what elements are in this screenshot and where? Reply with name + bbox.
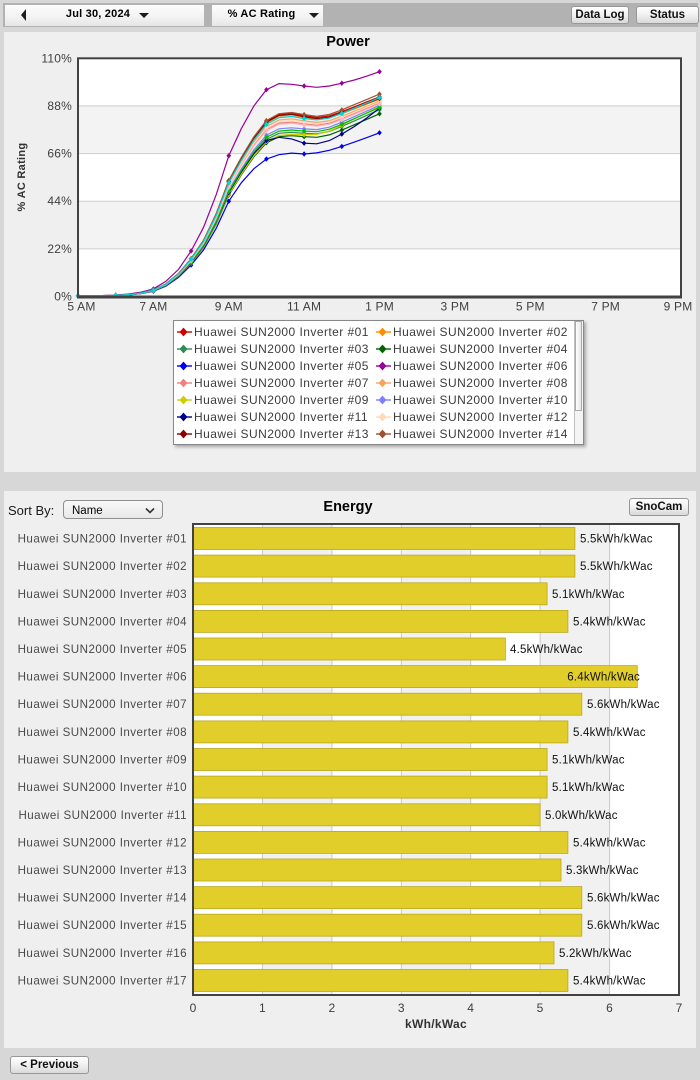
svg-text:4: 4 <box>467 1001 474 1015</box>
svg-text:5.1kWh/kWac: 5.1kWh/kWac <box>552 782 625 794</box>
svg-text:6: 6 <box>606 1001 613 1015</box>
svg-text:9 PM: 9 PM <box>664 300 693 314</box>
svg-text:5.6kWh/kWac: 5.6kWh/kWac <box>587 920 660 932</box>
svg-text:2: 2 <box>328 1001 335 1015</box>
svg-text:11 AM: 11 AM <box>287 300 321 314</box>
svg-text:Huawei SUN2000 Inverter #16: Huawei SUN2000 Inverter #16 <box>18 947 187 960</box>
svg-text:Huawei SUN2000 Inverter #08: Huawei SUN2000 Inverter #08 <box>18 726 187 739</box>
svg-text:Huawei SUN2000 Inverter #06: Huawei SUN2000 Inverter #06 <box>18 671 187 684</box>
svg-text:5.4kWh/kWac: 5.4kWh/kWac <box>573 976 646 988</box>
svg-text:5.4kWh/kWac: 5.4kWh/kWac <box>573 837 646 849</box>
svg-text:7: 7 <box>676 1001 683 1015</box>
svg-text:Huawei SUN2000 Inverter #13: Huawei SUN2000 Inverter #13 <box>18 864 187 877</box>
svg-text:0: 0 <box>190 1001 197 1015</box>
svg-text:3: 3 <box>398 1001 405 1015</box>
svg-text:Huawei SUN2000 Inverter #04: Huawei SUN2000 Inverter #04 <box>18 615 187 628</box>
svg-text:5.1kWh/kWac: 5.1kWh/kWac <box>552 755 625 767</box>
svg-text:5.2kWh/kWac: 5.2kWh/kWac <box>559 948 632 960</box>
svg-text:66%: 66% <box>47 147 72 161</box>
svg-text:6.4kWh/kWac: 6.4kWh/kWac <box>567 672 640 684</box>
svg-text:Huawei SUN2000 Inverter #02: Huawei SUN2000 Inverter #02 <box>18 560 187 573</box>
svg-text:Huawei SUN2000 Inverter #11: Huawei SUN2000 Inverter #11 <box>18 809 187 822</box>
svg-text:5.5kWh/kWac: 5.5kWh/kWac <box>580 534 653 546</box>
svg-text:Huawei SUN2000 Inverter #09: Huawei SUN2000 Inverter #09 <box>18 754 187 767</box>
svg-text:Huawei SUN2000 Inverter #03: Huawei SUN2000 Inverter #03 <box>18 588 187 601</box>
svg-text:5 AM: 5 AM <box>67 300 95 314</box>
svg-text:5: 5 <box>537 1001 544 1015</box>
svg-text:1: 1 <box>259 1001 266 1015</box>
svg-text:22%: 22% <box>47 242 72 256</box>
svg-text:Huawei SUN2000 Inverter #14: Huawei SUN2000 Inverter #14 <box>18 892 187 905</box>
svg-text:Huawei SUN2000 Inverter #12: Huawei SUN2000 Inverter #12 <box>18 836 187 849</box>
svg-text:5 PM: 5 PM <box>516 300 545 314</box>
svg-text:5.4kWh/kWac: 5.4kWh/kWac <box>573 616 646 628</box>
svg-text:5.6kWh/kWac: 5.6kWh/kWac <box>587 893 660 905</box>
svg-text:% AC Rating: % AC Rating <box>16 143 28 212</box>
svg-text:4.5kWh/kWac: 4.5kWh/kWac <box>510 644 583 656</box>
svg-text:44%: 44% <box>47 194 72 208</box>
svg-text:1 PM: 1 PM <box>365 300 394 314</box>
svg-text:5.0kWh/kWac: 5.0kWh/kWac <box>545 810 618 822</box>
svg-text:5.1kWh/kWac: 5.1kWh/kWac <box>552 589 625 601</box>
svg-text:5.3kWh/kWac: 5.3kWh/kWac <box>566 865 639 877</box>
svg-text:0%: 0% <box>54 290 72 304</box>
svg-text:Huawei SUN2000 Inverter #07: Huawei SUN2000 Inverter #07 <box>18 698 187 711</box>
svg-text:7 AM: 7 AM <box>139 300 167 314</box>
svg-text:Huawei SUN2000 Inverter #05: Huawei SUN2000 Inverter #05 <box>18 643 187 656</box>
svg-text:Huawei SUN2000 Inverter #17: Huawei SUN2000 Inverter #17 <box>18 975 187 988</box>
svg-text:5.5kWh/kWac: 5.5kWh/kWac <box>580 561 653 573</box>
svg-text:kWh/kWac: kWh/kWac <box>405 1017 467 1031</box>
svg-text:88%: 88% <box>47 99 72 113</box>
svg-text:110%: 110% <box>41 51 72 65</box>
svg-text:5.4kWh/kWac: 5.4kWh/kWac <box>573 727 646 739</box>
svg-text:Huawei SUN2000 Inverter #15: Huawei SUN2000 Inverter #15 <box>18 919 187 932</box>
svg-text:5.6kWh/kWac: 5.6kWh/kWac <box>587 699 660 711</box>
svg-text:9 AM: 9 AM <box>215 300 243 314</box>
svg-text:7 PM: 7 PM <box>591 300 620 314</box>
svg-text:Huawei SUN2000 Inverter #10: Huawei SUN2000 Inverter #10 <box>18 781 187 794</box>
svg-text:Huawei SUN2000 Inverter #01: Huawei SUN2000 Inverter #01 <box>18 533 187 546</box>
svg-text:3 PM: 3 PM <box>440 300 469 314</box>
